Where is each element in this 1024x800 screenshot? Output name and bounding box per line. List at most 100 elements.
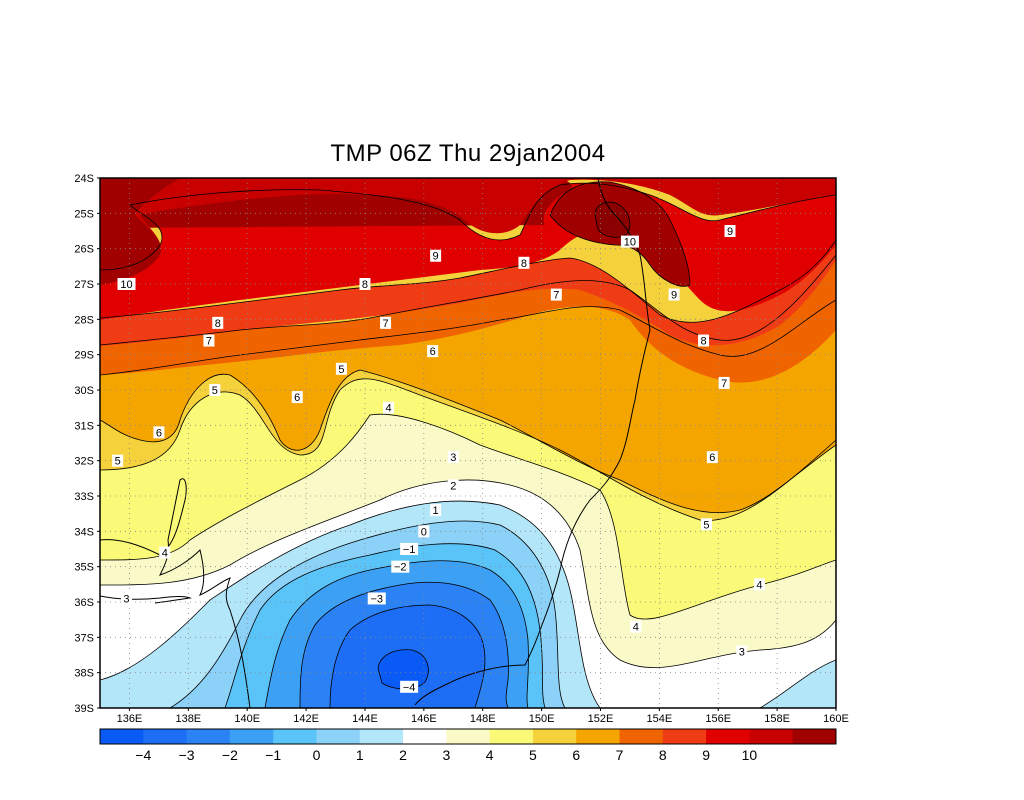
contour-label: 6 bbox=[153, 426, 165, 439]
svg-text:7: 7 bbox=[553, 290, 559, 302]
contour-label: 3 bbox=[447, 451, 459, 464]
svg-text:6: 6 bbox=[430, 346, 436, 358]
contour-label: −4 bbox=[400, 680, 419, 694]
svg-text:8: 8 bbox=[700, 336, 706, 348]
colorbar-label: −1 bbox=[265, 747, 281, 763]
svg-text:10: 10 bbox=[624, 237, 636, 249]
contour-label: −1 bbox=[400, 543, 419, 556]
svg-text:4: 4 bbox=[756, 579, 762, 591]
svg-text:6: 6 bbox=[294, 392, 300, 404]
band-8-9 bbox=[100, 240, 836, 346]
contour-label: 10 bbox=[117, 278, 136, 291]
contour-label: 6 bbox=[427, 345, 439, 358]
lat-label: 37S bbox=[74, 632, 94, 644]
svg-text:2: 2 bbox=[450, 480, 456, 492]
svg-text:7: 7 bbox=[383, 318, 389, 330]
colorbar-swatch bbox=[403, 729, 447, 744]
colorbar-label: 0 bbox=[313, 747, 321, 763]
contour-label: 3 bbox=[120, 592, 132, 605]
contour-lines bbox=[100, 181, 836, 708]
contour-label: 8 bbox=[698, 334, 710, 348]
lon-label: 138E bbox=[175, 713, 201, 725]
contour-label: 5 bbox=[700, 518, 712, 531]
contour-label: 7 bbox=[203, 334, 215, 348]
lat-label: 24S bbox=[74, 173, 94, 185]
contour-label: 8 bbox=[212, 316, 224, 330]
latitude-axis: 24S 25S 26S 27S 28S 29S 30S 31S 32S 33S 34S 35S 36S 3… bbox=[74, 173, 100, 715]
lat-label: 39S bbox=[74, 703, 94, 715]
lon-label: 154E bbox=[647, 713, 673, 725]
contour-label: 4 bbox=[753, 578, 765, 591]
colorbar-label: 5 bbox=[529, 747, 537, 763]
svg-text:5: 5 bbox=[212, 385, 218, 397]
contour-label: 9 bbox=[724, 225, 736, 238]
colorbar-swatch bbox=[749, 729, 794, 744]
lat-label: 27S bbox=[74, 279, 94, 291]
lat-label: 38S bbox=[74, 668, 94, 680]
map-title: TMP 06Z Thu 29jan2004 bbox=[330, 140, 606, 167]
contour-label: 6 bbox=[706, 451, 718, 464]
svg-text:8: 8 bbox=[215, 318, 221, 330]
svg-text:−4: −4 bbox=[403, 682, 416, 694]
colorbar-swatch bbox=[662, 729, 707, 744]
lat-label: 32S bbox=[74, 456, 94, 468]
svg-text:−1: −1 bbox=[403, 544, 416, 556]
lon-label: 140E bbox=[234, 713, 260, 725]
svg-text:0: 0 bbox=[421, 526, 427, 538]
lat-label: 30S bbox=[74, 385, 94, 397]
contour-label: 1 bbox=[430, 504, 442, 517]
svg-text:7: 7 bbox=[721, 378, 727, 390]
contour-label: −2 bbox=[391, 560, 410, 574]
colorbar-frame bbox=[99, 728, 837, 745]
contour-label: 8 bbox=[359, 278, 371, 291]
band-gt10-nw2 bbox=[100, 178, 180, 285]
filled-contours bbox=[100, 178, 836, 708]
svg-text:3: 3 bbox=[123, 593, 129, 605]
svg-text:7: 7 bbox=[206, 336, 212, 348]
colorbar-label: −4 bbox=[135, 747, 151, 763]
svg-text:8: 8 bbox=[521, 258, 527, 270]
svg-text:−3: −3 bbox=[370, 593, 383, 605]
colorbar-swatch bbox=[273, 729, 317, 744]
lon-label: 156E bbox=[705, 713, 731, 725]
colorbar-label: −3 bbox=[179, 747, 195, 763]
contour-label: 6 bbox=[291, 391, 303, 404]
svg-text:5: 5 bbox=[703, 519, 709, 531]
lon-label: 142E bbox=[293, 713, 319, 725]
colorbar bbox=[99, 728, 837, 745]
band-7-8 bbox=[100, 255, 836, 383]
colorbar-label: 6 bbox=[572, 747, 580, 763]
lon-label: 158E bbox=[764, 713, 790, 725]
svg-text:1: 1 bbox=[433, 505, 439, 517]
svg-text:6: 6 bbox=[156, 427, 162, 439]
contour-label: 2 bbox=[447, 479, 459, 492]
colorbar-swatch bbox=[229, 729, 274, 744]
contour-label: 9 bbox=[430, 249, 442, 263]
colorbar-label: 2 bbox=[399, 747, 407, 763]
contour-label: 5 bbox=[112, 454, 124, 468]
svg-text:6: 6 bbox=[709, 452, 715, 464]
band-gt11-core bbox=[595, 202, 630, 238]
lat-label: 31S bbox=[74, 420, 94, 432]
contour-label: 4 bbox=[159, 546, 171, 560]
plot-frame bbox=[99, 177, 837, 709]
colorbar-swatch bbox=[316, 729, 361, 744]
colorbar-label: 1 bbox=[356, 747, 364, 763]
lon-label: 136E bbox=[117, 713, 143, 725]
longitude-axis: 136E 138E 140E 142E 144E 146E 148E 150E 152E 154E… bbox=[117, 708, 849, 725]
colorbar-label: 3 bbox=[442, 747, 450, 763]
colorbar-swatch bbox=[619, 729, 664, 744]
svg-text:9: 9 bbox=[433, 251, 439, 263]
contour-label: 8 bbox=[518, 256, 530, 270]
lat-label: 26S bbox=[74, 244, 94, 256]
svg-text:4: 4 bbox=[162, 548, 168, 560]
svg-text:8: 8 bbox=[362, 279, 368, 291]
svg-text:4: 4 bbox=[633, 622, 639, 634]
contour-label: 9 bbox=[668, 288, 680, 302]
lon-label: 150E bbox=[529, 713, 555, 725]
lat-label: 25S bbox=[74, 208, 94, 220]
colorbar-label: 10 bbox=[742, 747, 758, 763]
svg-text:10: 10 bbox=[120, 279, 132, 291]
band-gt10-n bbox=[100, 178, 836, 275]
